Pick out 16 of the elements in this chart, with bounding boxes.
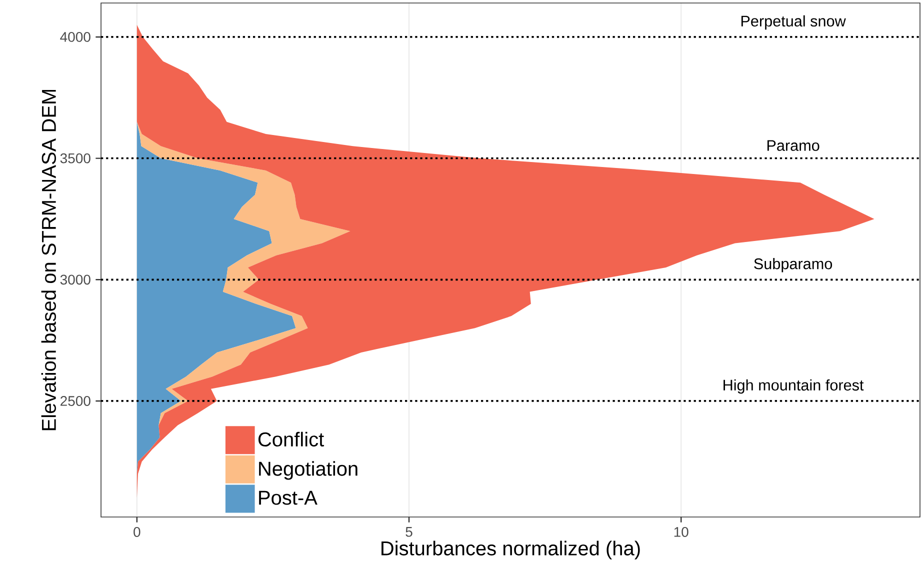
y-tick-label: 3500 bbox=[60, 153, 90, 164]
ref-line-label: Paramo bbox=[767, 140, 820, 151]
x-tick-label: 10 bbox=[674, 527, 688, 537]
ref-line-label: Perpetual snow bbox=[741, 15, 846, 30]
x-tick-label: 5 bbox=[406, 527, 412, 537]
ref-line-label: Subparamo bbox=[754, 258, 832, 272]
y-tick-label: 2500 bbox=[60, 396, 90, 406]
legend-label: Negotiation bbox=[259, 461, 358, 480]
y-axis-title: Elevation based on STRM-NASA DEM bbox=[41, 90, 56, 430]
ref-line-label: High mountain forest bbox=[724, 379, 864, 394]
legend-label: Conflict bbox=[258, 432, 324, 447]
legend-label: Post-A bbox=[259, 490, 318, 505]
y-tick-label: 4000 bbox=[60, 32, 90, 42]
x-tick-label: 0 bbox=[134, 527, 140, 537]
x-axis-title: Disturbances normalized (ha) bbox=[382, 540, 640, 560]
y-tick-label: 3000 bbox=[60, 274, 90, 285]
